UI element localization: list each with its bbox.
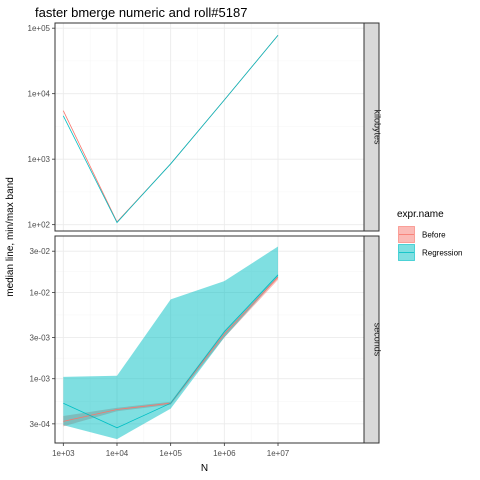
facet-strip-seconds: seconds: [363, 235, 383, 444]
y-tick-label: 3e-02: [30, 247, 51, 256]
strip-background: [363, 235, 380, 444]
y-tick-label: 1e+05: [28, 24, 51, 33]
x-tick-label: 1e+05: [159, 449, 182, 458]
y-tick-label: 1e+02: [28, 221, 51, 230]
y-tick-label: 1e-03: [30, 375, 51, 384]
strip-label: kilobytes: [373, 109, 383, 145]
legend-entry-before: Before: [398, 226, 446, 243]
y-tick-label: 3e-03: [30, 334, 51, 343]
panel-background: [55, 23, 364, 231]
x-axis-title: N: [201, 463, 208, 474]
y-tick-label: 1e-02: [30, 288, 51, 297]
y-tick-label: 3e-04: [30, 420, 51, 429]
line-regression-seconds: [63, 274, 279, 429]
legend-label: Before: [422, 231, 446, 240]
strip-label: seconds: [373, 323, 383, 357]
chart-title: faster bmerge numeric and roll#5187: [35, 5, 247, 20]
x-tick-label: 1e+03: [52, 449, 75, 458]
x-tick-label: 1e+06: [213, 449, 236, 458]
line-regression-kilobytes: [62, 35, 279, 224]
facet-panels: 1e+021e+031e+041e+05kilobytes3e-041e-033…: [28, 22, 383, 444]
legend-title: expr.name: [397, 209, 444, 220]
y-tick-label: 1e+04: [28, 90, 51, 99]
facet-panel-seconds: 3e-04 1e-03 3e-03 1e-02 3e-02 seconds: [30, 235, 383, 444]
legend-entry-regression: Regression: [398, 244, 462, 261]
band-regression-seconds: [63, 246, 278, 440]
legend: expr.name Before Regression: [397, 209, 462, 261]
strip-background: [363, 22, 380, 232]
legend-label: Regression: [422, 249, 462, 258]
facet-strip-kilobytes: kilobytes: [363, 22, 383, 232]
y-tick-label: 1e+03: [28, 155, 51, 164]
facet-panel-kilobytes: 1e+02 1e+03 1e+04 1e+05 kilobytes: [28, 22, 383, 232]
x-tick-label: 1e+07: [267, 449, 290, 458]
x-tick-label: 1e+04: [106, 449, 129, 458]
y-axis-title: median line, min/max band: [5, 177, 16, 297]
